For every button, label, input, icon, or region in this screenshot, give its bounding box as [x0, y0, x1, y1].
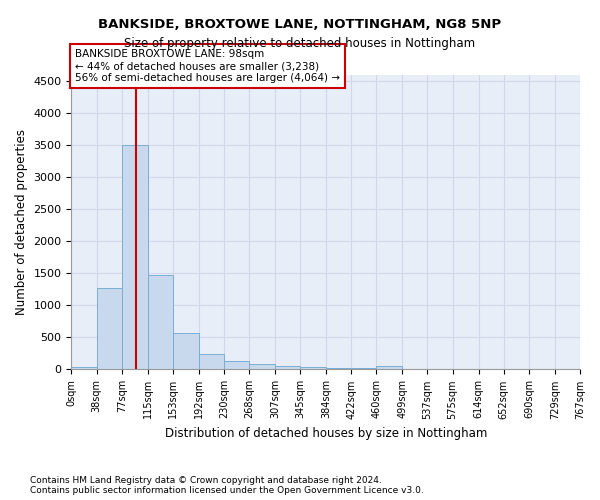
Bar: [351, 368, 376, 370]
Bar: [224, 361, 249, 370]
Bar: [249, 364, 275, 370]
Bar: [122, 146, 148, 370]
Bar: [402, 369, 427, 370]
Text: BANKSIDE BROXTOWE LANE: 98sqm
← 44% of detached houses are smaller (3,238)
56% o: BANKSIDE BROXTOWE LANE: 98sqm ← 44% of d…: [75, 50, 340, 82]
X-axis label: Distribution of detached houses by size in Nottingham: Distribution of detached houses by size …: [164, 427, 487, 440]
Text: BANKSIDE, BROXTOWE LANE, NOTTINGHAM, NG8 5NP: BANKSIDE, BROXTOWE LANE, NOTTINGHAM, NG8…: [98, 18, 502, 30]
Bar: [326, 368, 351, 370]
Bar: [300, 367, 326, 370]
Bar: [148, 274, 173, 370]
Bar: [376, 366, 402, 370]
Text: Contains public sector information licensed under the Open Government Licence v3: Contains public sector information licen…: [30, 486, 424, 495]
Bar: [71, 367, 97, 370]
Text: Contains HM Land Registry data © Crown copyright and database right 2024.: Contains HM Land Registry data © Crown c…: [30, 476, 382, 485]
Bar: [199, 354, 224, 370]
Y-axis label: Number of detached properties: Number of detached properties: [15, 129, 28, 315]
Bar: [173, 333, 199, 370]
Bar: [97, 288, 122, 370]
Text: Size of property relative to detached houses in Nottingham: Size of property relative to detached ho…: [124, 38, 476, 51]
Bar: [275, 366, 300, 370]
